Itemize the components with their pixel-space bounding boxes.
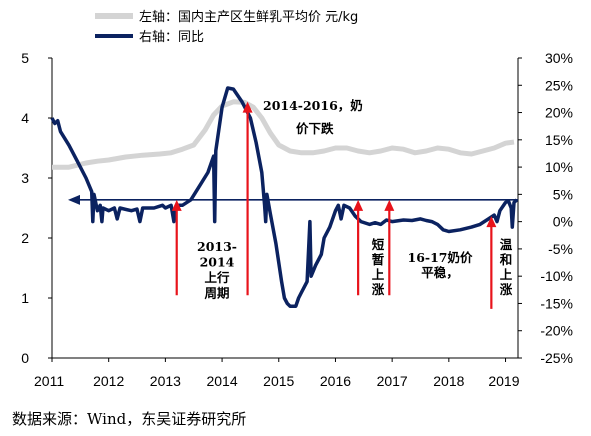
annotation-arrowhead bbox=[353, 199, 364, 211]
x-tick-label: 2015 bbox=[263, 373, 294, 389]
reference-line bbox=[68, 194, 518, 205]
legend: 左轴：国内主产区生鲜乳平均价 元/kg 右轴：同比 bbox=[95, 9, 358, 45]
annotation-text: 和 bbox=[499, 252, 513, 267]
annotation-text: 2014-2016，奶 bbox=[263, 98, 363, 113]
x-tick-label: 2013 bbox=[150, 373, 181, 389]
y-right-tick-label: -10% bbox=[540, 268, 573, 284]
annotation-text: 2014 bbox=[200, 255, 235, 270]
y-right-tick-label: -15% bbox=[540, 295, 573, 311]
annotation-arrowhead bbox=[171, 199, 182, 211]
annotation-text: 16-17奶价 bbox=[408, 250, 473, 265]
y-right-tick-label: 20% bbox=[545, 105, 573, 121]
series-line-yoy bbox=[50, 86, 519, 308]
y-right-tick-label: -5% bbox=[548, 241, 573, 257]
annotation-text: 暂 bbox=[372, 252, 385, 267]
annotation-texts: 2014-2016，奶价下跌2013-2014上行周期短暂上涨16-17奶价平稳… bbox=[197, 98, 513, 301]
source-note: 数据来源：Wind，东吴证券研究所 bbox=[12, 410, 247, 428]
y-right-tick-label: 15% bbox=[545, 132, 573, 148]
x-tick-label: 2011 bbox=[34, 373, 64, 389]
annotation-text: 温 bbox=[500, 237, 513, 252]
y-left-tick-label: 5 bbox=[21, 50, 29, 66]
annotation-arrowhead bbox=[486, 216, 497, 228]
y-left-tick-label: 1 bbox=[21, 290, 29, 306]
reference-arrowhead bbox=[68, 194, 80, 205]
annotation-text: 2013- bbox=[197, 239, 237, 254]
annotation-text: 上 bbox=[372, 267, 385, 282]
annotation-arrowhead bbox=[242, 101, 253, 113]
annotation-text: 上行 bbox=[204, 270, 230, 285]
annotation-text: 周期 bbox=[204, 286, 229, 301]
x-tick-label: 2018 bbox=[433, 373, 464, 389]
y-right-tick-label: 30% bbox=[545, 50, 573, 66]
y-right-tick-label: 0% bbox=[553, 214, 573, 230]
legend-label-0: 左轴：国内主产区生鲜乳平均价 元/kg bbox=[139, 9, 358, 25]
annotation-text: 平稳， bbox=[421, 265, 459, 280]
annotation-text: 上 bbox=[500, 267, 513, 282]
annotation-text: 涨 bbox=[500, 282, 513, 297]
y-left-tick-label: 4 bbox=[21, 110, 29, 126]
x-tick-label: 2019 bbox=[488, 373, 519, 389]
x-tick-label: 2012 bbox=[93, 373, 124, 389]
plot-frame bbox=[51, 58, 519, 359]
x-tick-label: 2016 bbox=[320, 373, 351, 389]
series-line-price bbox=[52, 99, 515, 170]
legend-label-1: 右轴：同比 bbox=[139, 30, 204, 45]
annotation-text: 价下跌 bbox=[296, 121, 334, 136]
y-left-tick-label: 2 bbox=[21, 230, 29, 246]
annotation-arrows bbox=[171, 101, 497, 309]
y-left-tick-label: 0 bbox=[21, 350, 29, 366]
y-left-tick-label: 3 bbox=[21, 170, 29, 186]
x-tick-label: 2017 bbox=[377, 373, 408, 389]
series-layer bbox=[50, 86, 519, 308]
y-right-tick-label: 5% bbox=[553, 186, 573, 202]
y-right-tick-label: 10% bbox=[545, 159, 573, 175]
y-right-tick-label: -25% bbox=[540, 350, 573, 366]
y-right-tick-label: -20% bbox=[540, 323, 573, 339]
annotation-text: 短 bbox=[372, 237, 385, 252]
axis-ticks: 0 1 2 3 4 5 -25% -20% -15% -10% -5% 0% 5% 10% 15% 20% 25… bbox=[21, 50, 573, 389]
x-tick-label: 2014 bbox=[206, 373, 237, 389]
annotation-text: 涨 bbox=[372, 282, 385, 297]
annotation-arrowhead bbox=[384, 199, 395, 211]
y-right-tick-label: 25% bbox=[545, 77, 573, 93]
